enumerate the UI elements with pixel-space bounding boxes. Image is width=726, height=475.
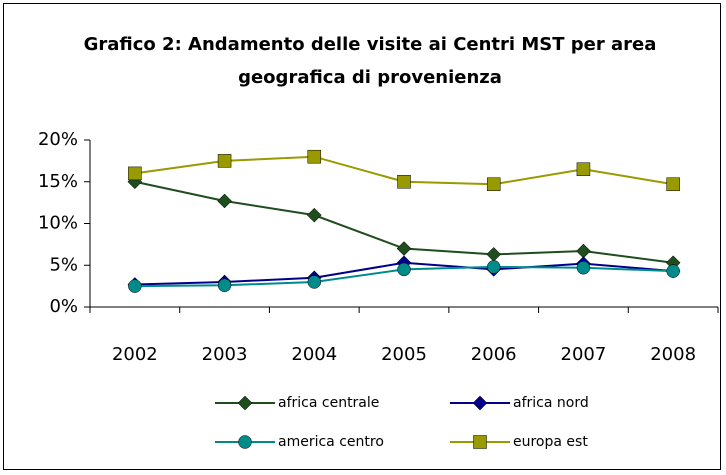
y-tick-label: 0% — [49, 296, 78, 317]
chart-title: Grafico 2: Andamento delle visite ai Cen… — [83, 34, 657, 88]
y-tick-label: 20% — [38, 129, 78, 150]
x-tick-label: 2003 — [202, 344, 248, 365]
marker — [576, 162, 591, 176]
marker — [576, 243, 591, 259]
legend-marker — [473, 435, 487, 449]
marker — [397, 175, 411, 189]
marker — [217, 154, 232, 168]
marker — [217, 193, 232, 209]
x-tick-label: 2006 — [471, 344, 517, 365]
legend-marker — [472, 395, 488, 411]
x-tick-label: 2008 — [650, 344, 696, 365]
marker — [397, 262, 411, 277]
chart-frame — [3, 3, 721, 470]
x-tick-label: 2004 — [291, 344, 337, 365]
marker — [307, 275, 322, 289]
legend-label: africa nord — [513, 395, 589, 411]
legend-label: america centro — [278, 434, 384, 450]
marker — [576, 261, 591, 275]
marker — [666, 264, 680, 278]
marker — [128, 166, 142, 181]
marker — [128, 279, 142, 293]
legend-marker — [238, 435, 252, 449]
legend-label: africa centrale — [278, 395, 379, 411]
y-tick-label: 5% — [49, 254, 78, 275]
marker — [486, 177, 501, 192]
y-tick-label: 15% — [38, 171, 78, 192]
marker — [486, 260, 501, 274]
y-tick-label: 10% — [38, 213, 78, 234]
x-tick-label: 2002 — [112, 344, 158, 365]
x-tick-label: 2005 — [381, 344, 427, 365]
x-tick-label: 2007 — [561, 344, 607, 365]
marker — [486, 247, 502, 262]
marker — [666, 177, 680, 192]
marker — [306, 207, 322, 223]
marker — [307, 149, 322, 164]
marker — [396, 241, 412, 256]
marker — [217, 278, 232, 293]
legend-label: europa est — [513, 434, 588, 450]
legend-marker — [237, 395, 253, 411]
